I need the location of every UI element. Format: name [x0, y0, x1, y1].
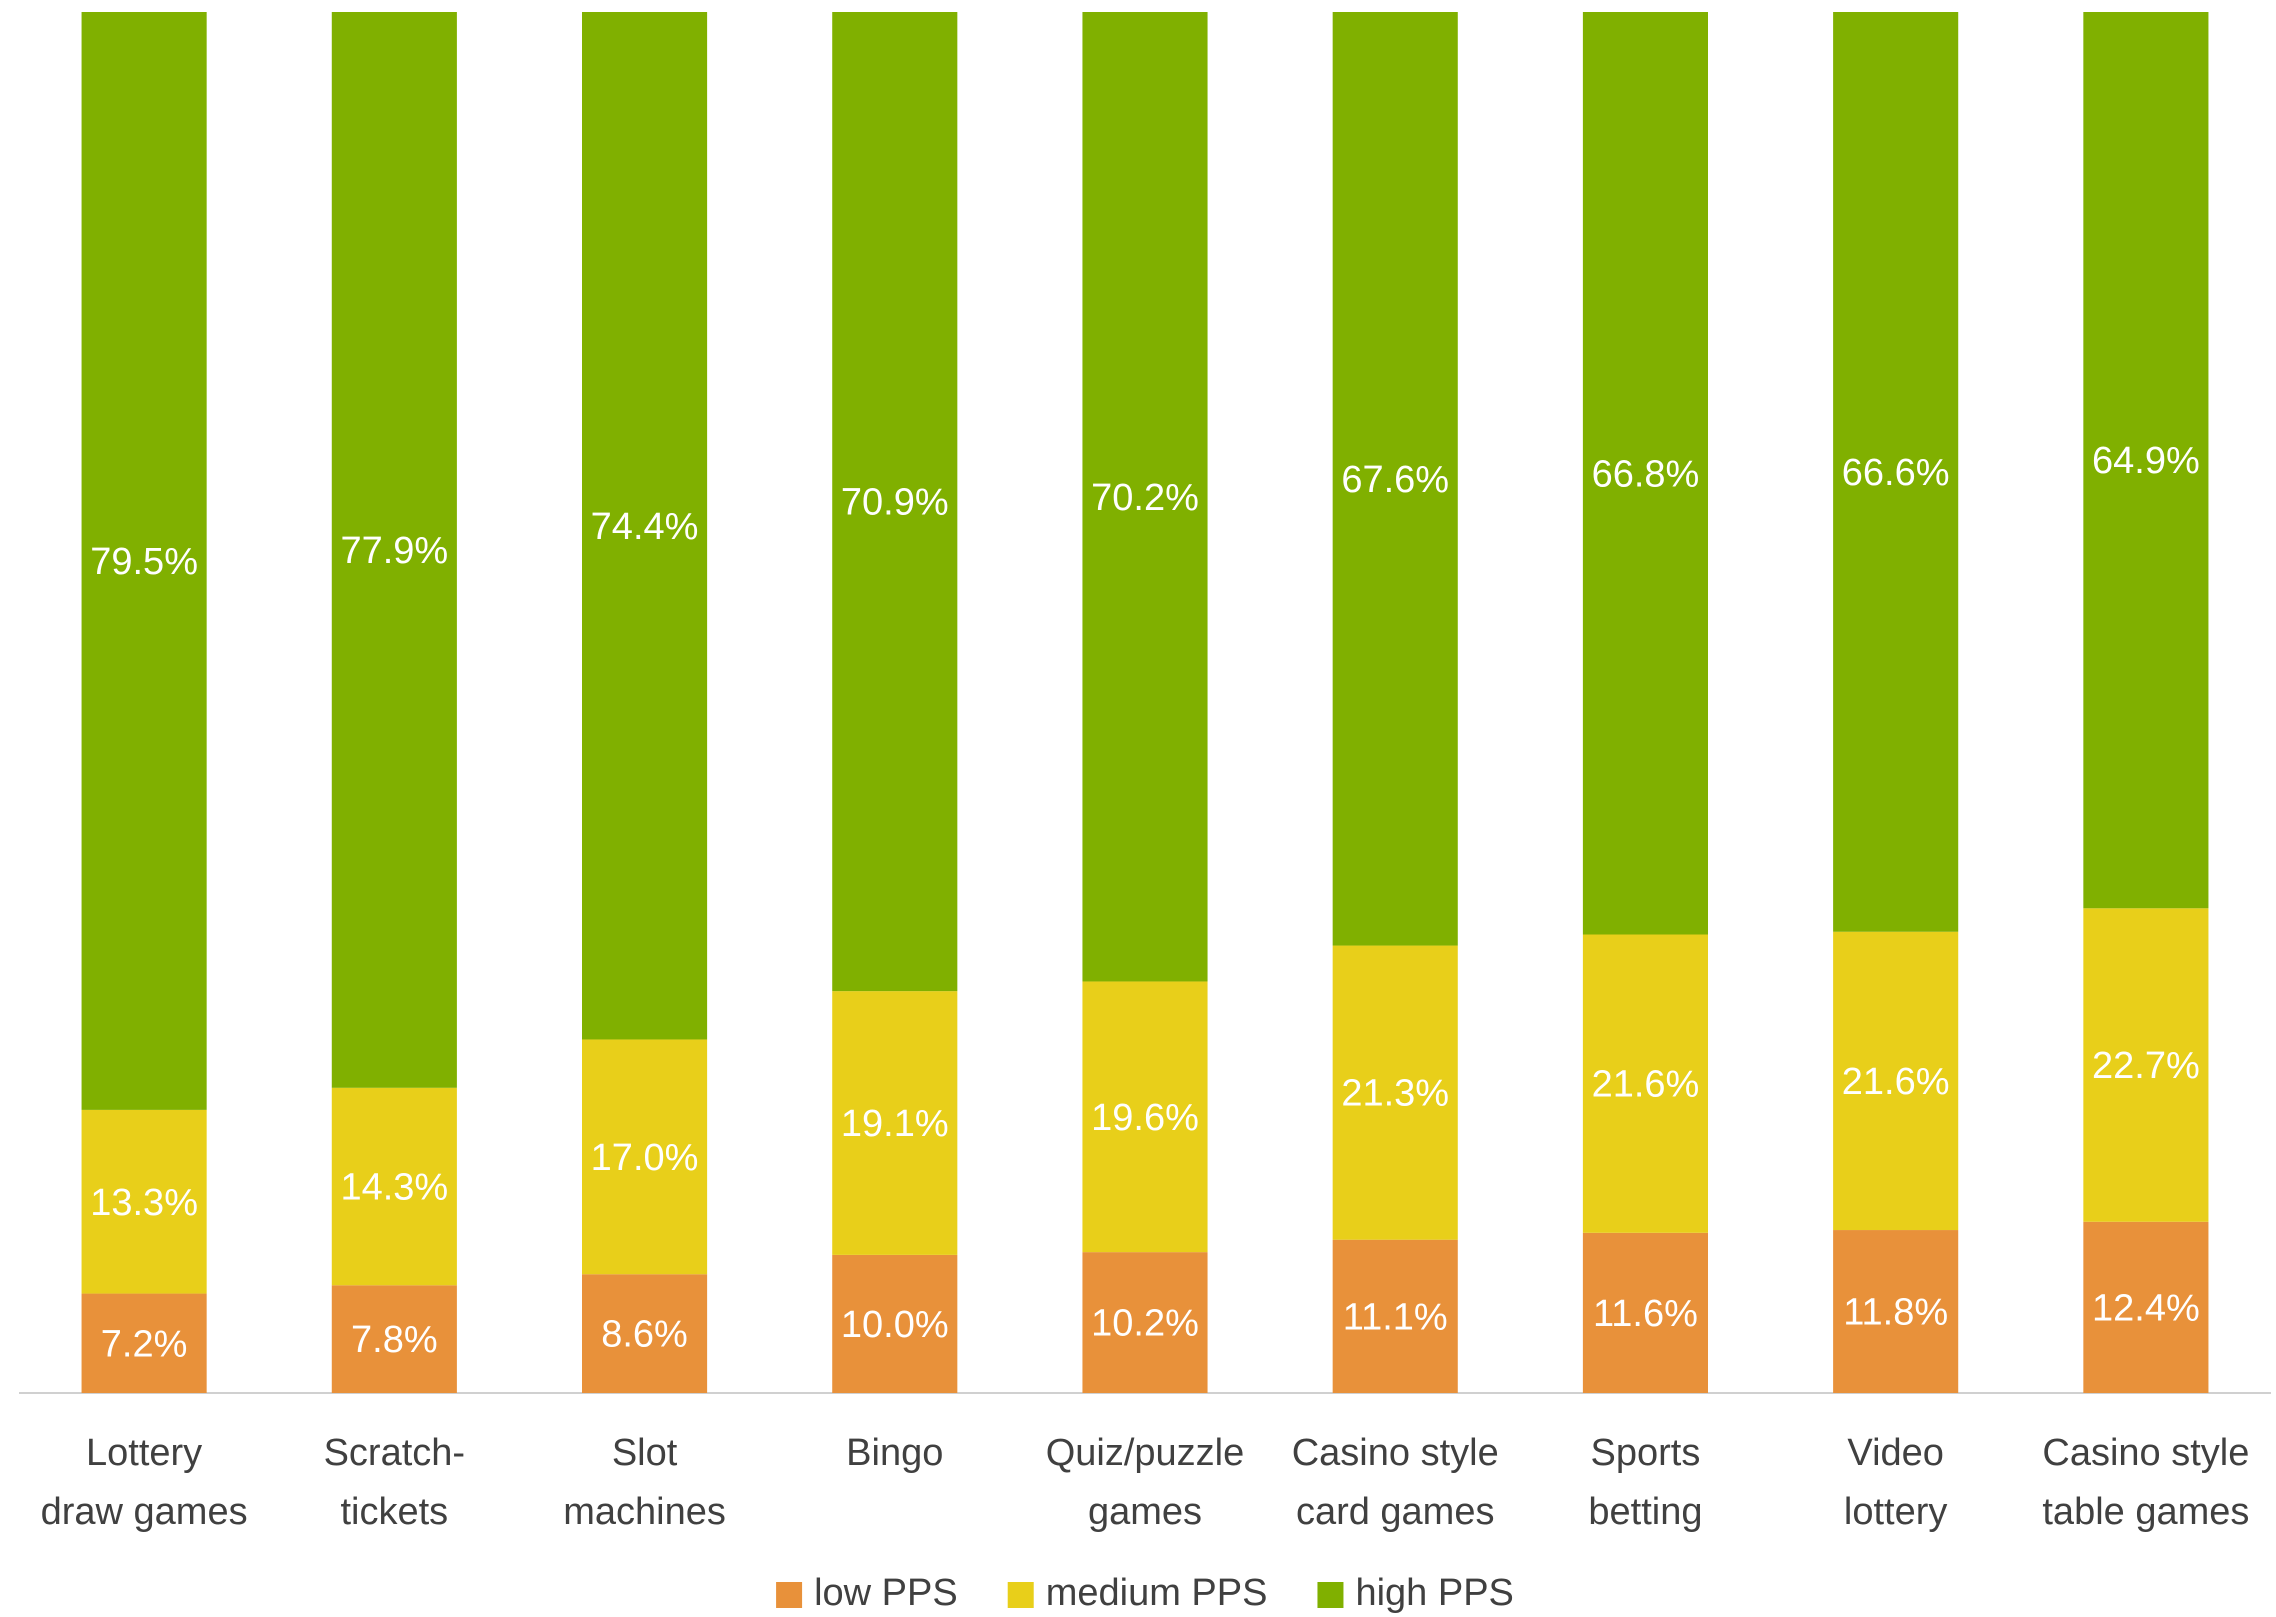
bar-segment	[2083, 908, 2209, 1222]
x-tick-label: Quiz/puzzle games	[1046, 1432, 1245, 1533]
data-label: 10.0%	[841, 1304, 949, 1346]
data-label: 21.6%	[1592, 1064, 1700, 1106]
bar-segment	[81, 12, 207, 1110]
data-label: 10.2%	[1091, 1303, 1199, 1345]
x-tick-label: Sports betting	[1588, 1432, 1702, 1533]
x-tick-label: Casino style table games	[2042, 1432, 2249, 1533]
legend-label: high PPS	[1355, 1572, 1513, 1614]
bar-segment	[582, 1039, 708, 1275]
legend-label: low PPS	[814, 1572, 958, 1614]
data-label: 21.3%	[1341, 1073, 1449, 1115]
data-label: 77.9%	[340, 530, 448, 572]
data-label: 7.2%	[101, 1323, 188, 1365]
bar-segment	[331, 1285, 457, 1393]
data-label: 74.4%	[591, 506, 699, 548]
bar-segment	[1582, 1232, 1708, 1393]
bar-segment	[832, 1254, 958, 1393]
x-tick-label: Slot machines	[563, 1432, 726, 1533]
data-label: 67.6%	[1341, 459, 1449, 501]
bar-segment	[1833, 12, 1959, 932]
bar-segment	[331, 12, 457, 1088]
bar-segment	[1082, 1252, 1208, 1393]
legend: low PPS medium PPS high PPS	[776, 1572, 1514, 1614]
bar-segment	[1833, 931, 1959, 1231]
bar-segment	[1582, 12, 1708, 935]
bar-segment	[1332, 1239, 1458, 1393]
data-label: 7.8%	[351, 1319, 438, 1361]
legend-label: medium PPS	[1046, 1572, 1268, 1614]
legend-swatch	[776, 1582, 803, 1608]
data-label: 11.1%	[1343, 1296, 1448, 1338]
bar-segment	[832, 12, 958, 992]
x-tick-label: Casino style card games	[1292, 1432, 1499, 1533]
bar-segment	[582, 12, 708, 1040]
data-label: 11.6%	[1593, 1293, 1698, 1335]
data-label: 8.6%	[601, 1314, 688, 1356]
legend-swatch	[1007, 1582, 1034, 1608]
data-label: 12.4%	[2092, 1287, 2200, 1329]
legend-swatch	[1317, 1582, 1344, 1608]
x-tick-label: Bingo	[846, 1432, 943, 1474]
bar-segment	[1082, 12, 1208, 982]
data-label: 66.6%	[1842, 452, 1950, 494]
data-label: 64.9%	[2092, 440, 2200, 482]
bar-segment	[81, 1293, 207, 1393]
data-label: 66.8%	[1592, 453, 1700, 495]
bar-segment	[1582, 934, 1708, 1233]
data-label: 19.1%	[841, 1103, 949, 1145]
x-tick-label: Scratch-tickets	[324, 1432, 465, 1533]
bar-segment	[2083, 1221, 2209, 1393]
data-label: 11.8%	[1843, 1292, 1948, 1334]
data-label: 22.7%	[2092, 1045, 2200, 1087]
data-label: 17.0%	[591, 1137, 699, 1179]
data-label: 79.5%	[90, 541, 198, 583]
bar-segment	[1082, 981, 1208, 1253]
bar-segment	[832, 991, 958, 1255]
bar-segment	[1332, 12, 1458, 946]
bar-segment	[582, 1274, 708, 1393]
bar-segment	[1332, 945, 1458, 1240]
bar-segment	[81, 1109, 207, 1294]
data-label: 21.6%	[1842, 1061, 1950, 1103]
x-tick-label: Video lottery	[1844, 1432, 1947, 1533]
data-label: 19.6%	[1091, 1097, 1199, 1139]
x-tick-label: Lottery draw games	[41, 1432, 248, 1533]
data-label: 13.3%	[90, 1182, 198, 1224]
data-label: 14.3%	[340, 1167, 448, 1209]
bar-segment	[331, 1087, 457, 1286]
data-label: 70.9%	[841, 482, 949, 524]
data-label: 70.2%	[1091, 477, 1199, 519]
bar-segment	[1833, 1230, 1959, 1393]
bar-segment	[2083, 12, 2209, 909]
